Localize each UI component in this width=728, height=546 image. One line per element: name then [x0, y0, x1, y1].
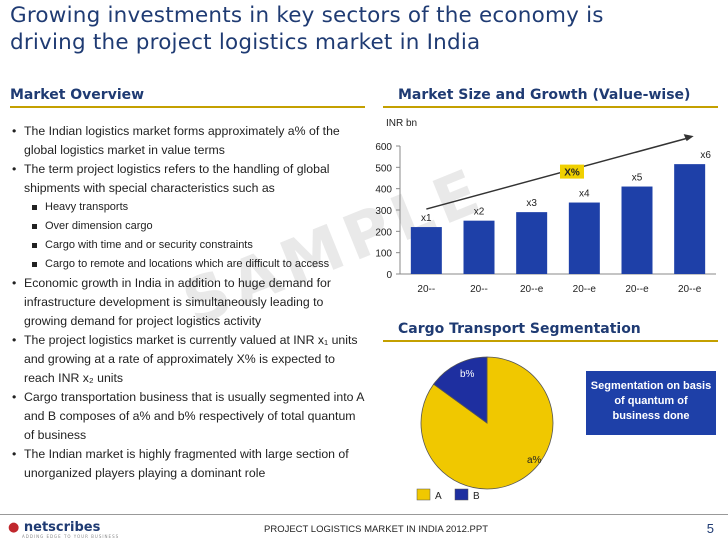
x-tick-label: 20--e: [573, 284, 597, 295]
cargo-segmentation-pie-chart: a% b% A B: [416, 356, 554, 502]
callout-line-2: of quantum of: [614, 395, 688, 407]
y-tick-label: 500: [375, 163, 392, 174]
data-label: x6: [700, 150, 711, 161]
growth-arrow-line: [426, 137, 688, 210]
y-axis-label: INR bn: [386, 118, 417, 129]
bar: [463, 220, 495, 274]
market-size-divider: [383, 106, 718, 108]
slide-title: Growing investments in key sectors of th…: [10, 2, 710, 56]
bullet-item: The term project logistics refers to the…: [10, 160, 365, 198]
bullet-item: The Indian market is highly fragmented w…: [10, 445, 365, 483]
footer-divider: [0, 514, 728, 515]
bar: [410, 227, 442, 274]
x-tick-label: 20--e: [625, 284, 649, 295]
title-line-1: Growing investments in key sectors of th…: [10, 3, 604, 28]
y-tick-label: 0: [386, 270, 392, 281]
data-label: x1: [421, 213, 432, 224]
bullet-item: Cargo transportation business that is us…: [10, 388, 365, 445]
x-tick-label: 20--: [417, 284, 435, 295]
market-overview-heading: Market Overview: [10, 87, 145, 103]
growth-badge-label: X%: [564, 168, 580, 179]
y-tick-label: 600: [375, 142, 392, 153]
title-line-2: driving the project logistics market in …: [10, 30, 481, 55]
bullet-item: Economic growth in India in addition to …: [10, 274, 365, 331]
bar: [568, 202, 600, 274]
sub-bullet-item: Heavy transports: [10, 198, 365, 217]
x-tick-label: 20--e: [520, 284, 544, 295]
bar: [674, 164, 706, 274]
y-tick-label: 300: [375, 206, 392, 217]
pie-label-a: a%: [527, 455, 542, 466]
overview-divider: [10, 106, 365, 108]
y-tick-label: 100: [375, 249, 392, 260]
market-size-bar-chart: INR bn 0 100 200 300 400 500 600 20-- 20-- 20--e 20…: [375, 118, 716, 295]
bullet-item: The Indian logistics market forms approx…: [10, 122, 365, 160]
data-label: x4: [579, 189, 590, 200]
logo-text: netscribes: [23, 520, 101, 535]
legend-label: B: [473, 491, 480, 502]
legend-swatch: [416, 488, 431, 501]
market-overview-bullets: The Indian logistics market forms approx…: [10, 122, 365, 483]
segmentation-callout: Segmentation on basis of quantum of busi…: [586, 371, 716, 435]
sub-bullet-item: Cargo with time and or security constrai…: [10, 236, 365, 255]
footer-filename: PROJECT LOGISTICS MARKET IN INDIA 2012.P…: [264, 524, 489, 535]
callout-line-3: business done: [612, 410, 690, 422]
callout-line-1: Segmentation on basis: [590, 380, 712, 392]
legend-swatch: [454, 488, 469, 501]
growth-badge: [560, 164, 584, 179]
data-label: x2: [474, 207, 485, 218]
logo-mark-icon: ●: [8, 520, 20, 535]
sub-bullet-item: Cargo to remote and locations which are …: [10, 255, 365, 274]
x-tick-label: 20--e: [678, 284, 702, 295]
data-label: x3: [526, 198, 537, 209]
x-tick-label: 20--: [470, 284, 488, 295]
netscribes-logo: ● netscribes ADDING EDGE TO YOUR BUSINES…: [8, 520, 118, 539]
y-tick-label: 400: [375, 185, 392, 196]
page-number: 5: [706, 521, 714, 536]
growth-arrowhead: [683, 134, 694, 142]
legend-label: A: [435, 491, 442, 502]
pie-label-b: b%: [460, 369, 475, 380]
market-size-heading: Market Size and Growth (Value-wise): [398, 87, 691, 103]
logo-tagline: ADDING EDGE TO YOUR BUSINESS: [22, 534, 120, 539]
cargo-segmentation-heading: Cargo Transport Segmentation: [398, 321, 641, 337]
bar: [516, 212, 548, 274]
pie-slice-b: [433, 356, 488, 424]
bar: [621, 186, 653, 274]
data-label: x5: [632, 173, 643, 184]
bullet-item: The project logistics market is currentl…: [10, 331, 365, 388]
y-tick-label: 200: [375, 227, 392, 238]
sub-bullet-item: Over dimension cargo: [10, 217, 365, 236]
cargo-segmentation-divider: [383, 340, 718, 342]
